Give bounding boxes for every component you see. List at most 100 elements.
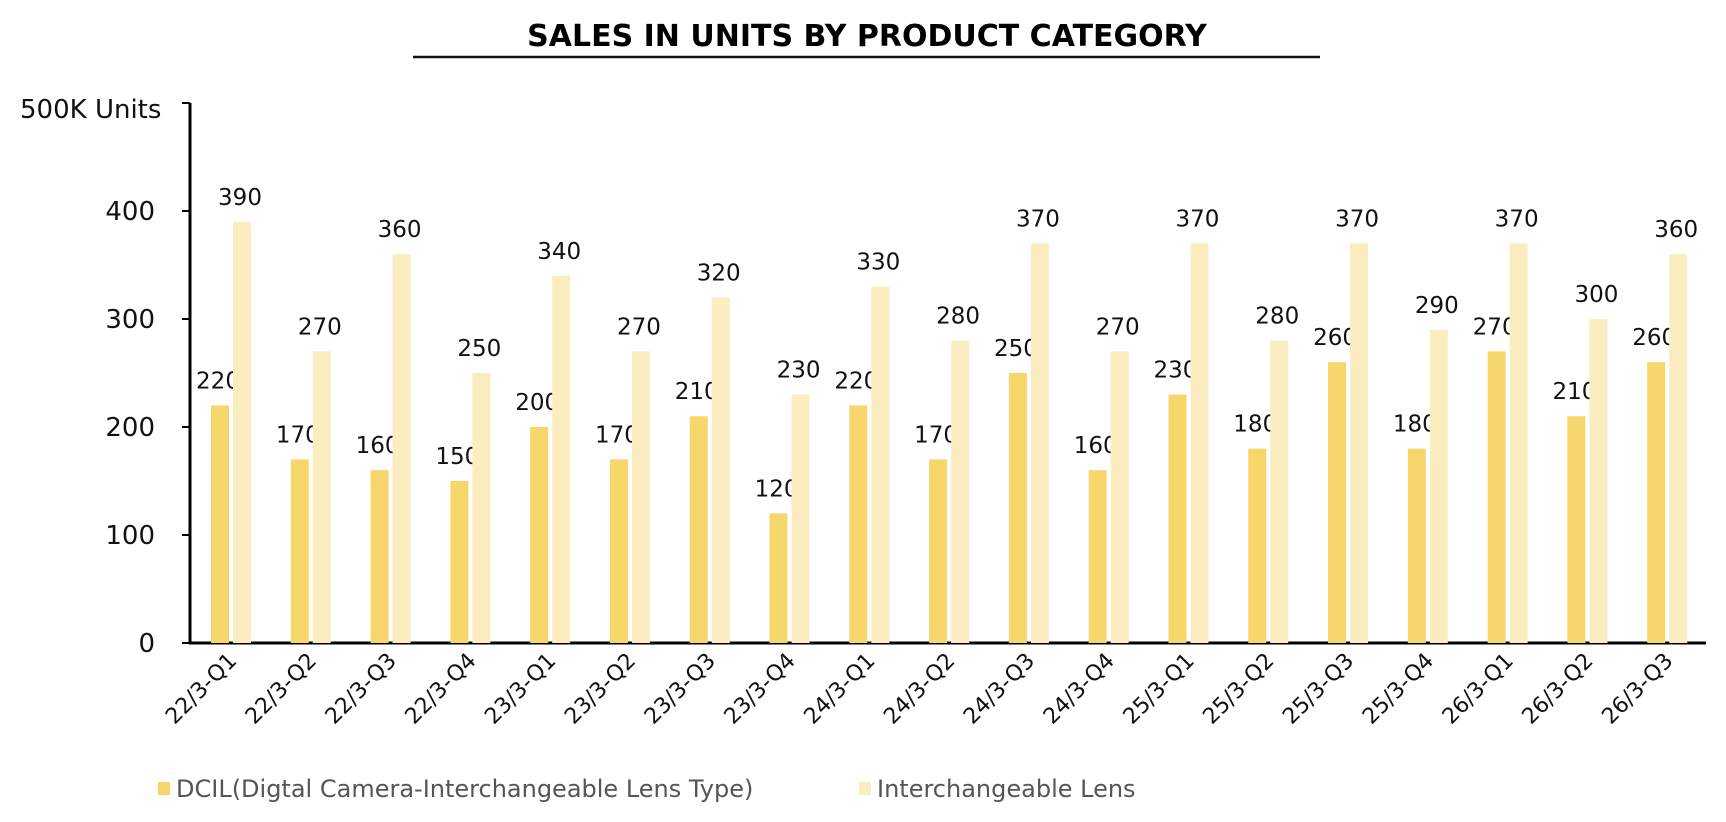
bar-interchangeable-lens	[392, 254, 411, 643]
data-label: 170	[595, 422, 639, 448]
bar-interchangeable-lens	[552, 275, 571, 643]
y-tick-label: 400	[105, 197, 155, 227]
data-label: 120	[755, 476, 799, 502]
bar-interchangeable-lens	[472, 373, 491, 643]
x-tick-label: 22/3-Q1	[161, 649, 242, 730]
data-label: 170	[914, 422, 958, 448]
data-label: 280	[936, 304, 980, 330]
bar-dcil	[290, 459, 309, 643]
bar-interchangeable-lens	[631, 351, 650, 643]
bar-dcil	[609, 459, 628, 643]
bar-group: 220 390 170 270 160 360 150 250 200 340 170 270 210 3…	[196, 185, 1698, 644]
data-label: 250	[457, 336, 501, 362]
data-label: 360	[378, 217, 422, 243]
y-tick-label: 200	[105, 413, 155, 443]
bar-dcil	[1487, 351, 1506, 643]
x-tick-label: 24/3-Q4	[1039, 649, 1120, 730]
bar-dcil	[1088, 470, 1107, 643]
bar-dcil	[1407, 448, 1426, 643]
bar-interchangeable-lens	[1350, 243, 1369, 643]
data-label: 280	[1255, 304, 1299, 330]
bar-interchangeable-lens	[1110, 351, 1129, 643]
legend-swatch-interchangeable-lens	[859, 782, 871, 795]
bar-dcil	[211, 405, 229, 643]
data-label: 230	[777, 358, 821, 384]
bar-dcil	[1008, 373, 1027, 643]
bar-interchangeable-lens	[711, 297, 730, 643]
bar-interchangeable-lens	[951, 340, 970, 643]
x-tick-label: 24/3-Q1	[800, 649, 881, 730]
x-tick-label: 25/3-Q1	[1119, 649, 1200, 730]
data-label: 160	[356, 433, 400, 459]
data-label: 270	[1096, 314, 1140, 340]
data-label: 250	[994, 336, 1038, 362]
data-label: 360	[1654, 217, 1698, 243]
bar-dcil	[1248, 448, 1267, 643]
data-label: 320	[697, 260, 741, 286]
bar-dcil	[1328, 362, 1347, 643]
data-label: 340	[537, 239, 581, 265]
bar-dcil	[1168, 394, 1187, 643]
data-label: 260	[1313, 325, 1357, 351]
y-tick-label: 300	[105, 305, 155, 335]
data-label: 210	[1552, 379, 1596, 405]
bar-interchangeable-lens	[312, 351, 331, 643]
bar-dcil	[530, 427, 549, 643]
bar-dcil	[450, 481, 469, 643]
data-label: 230	[1154, 358, 1198, 384]
data-label: 180	[1393, 412, 1437, 438]
y-axis-label: 500K Units	[20, 95, 161, 125]
data-label: 330	[856, 250, 900, 276]
data-label: 270	[298, 314, 342, 340]
x-tick-label: 23/3-Q4	[720, 649, 801, 730]
x-tick-group: 22/3-Q122/3-Q222/3-Q322/3-Q423/3-Q123/3-…	[161, 649, 1678, 730]
x-tick-label: 22/3-Q3	[321, 649, 402, 730]
data-label: 290	[1415, 293, 1459, 319]
legend-label-dcil: DCIL(Digtal Camera-Interchangeable Lens …	[176, 775, 753, 803]
y-tick-label: 0	[138, 629, 155, 659]
bar-dcil	[1647, 362, 1666, 643]
legend-label-interchangeable-lens: Interchangeable Lens	[877, 775, 1136, 803]
data-label: 390	[218, 185, 262, 211]
x-tick-label: 25/3-Q3	[1278, 649, 1359, 730]
x-tick-label: 23/3-Q3	[640, 649, 721, 730]
data-label: 260	[1632, 325, 1676, 351]
bar-interchangeable-lens	[1669, 254, 1688, 643]
data-label: 300	[1574, 282, 1618, 308]
bar-interchangeable-lens	[1270, 340, 1289, 643]
bar-interchangeable-lens	[1589, 319, 1608, 643]
x-tick-label: 23/3-Q1	[480, 649, 561, 730]
data-label: 370	[1335, 206, 1379, 232]
x-tick-label: 24/3-Q3	[959, 649, 1040, 730]
x-tick-label: 23/3-Q2	[560, 649, 641, 730]
data-label: 150	[435, 444, 479, 470]
data-label: 170	[276, 422, 320, 448]
bar-interchangeable-lens	[1509, 243, 1528, 643]
bar-dcil	[370, 470, 389, 643]
chart-title: SALES IN UNITS BY PRODUCT CATEGORY	[527, 19, 1208, 54]
bar-interchangeable-lens	[871, 286, 890, 643]
x-tick-label: 22/3-Q4	[401, 649, 482, 730]
bar-interchangeable-lens	[233, 221, 251, 644]
x-tick-label: 26/3-Q3	[1597, 649, 1678, 730]
data-label: 210	[675, 379, 719, 405]
data-label: 220	[196, 368, 240, 394]
x-tick-label: 26/3-Q1	[1438, 649, 1519, 730]
x-tick-label: 25/3-Q4	[1358, 649, 1439, 730]
y-tick-group: 0 100 200 300 400	[105, 102, 190, 659]
x-tick-label: 26/3-Q2	[1518, 649, 1599, 730]
bar-interchangeable-lens	[1190, 243, 1209, 643]
bar-interchangeable-lens	[791, 394, 810, 643]
data-label: 370	[1016, 206, 1060, 232]
bar-interchangeable-lens	[1030, 243, 1049, 643]
x-tick-label: 25/3-Q2	[1198, 649, 1279, 730]
legend: DCIL(Digtal Camera-Interchangeable Lens …	[158, 775, 1136, 803]
data-label: 160	[1074, 433, 1118, 459]
legend-swatch-dcil	[158, 782, 170, 795]
data-label: 370	[1176, 206, 1220, 232]
bar-dcil	[929, 459, 948, 643]
bar-interchangeable-lens	[1429, 329, 1448, 643]
x-tick-label: 24/3-Q2	[879, 649, 960, 730]
data-label: 270	[1473, 314, 1517, 340]
